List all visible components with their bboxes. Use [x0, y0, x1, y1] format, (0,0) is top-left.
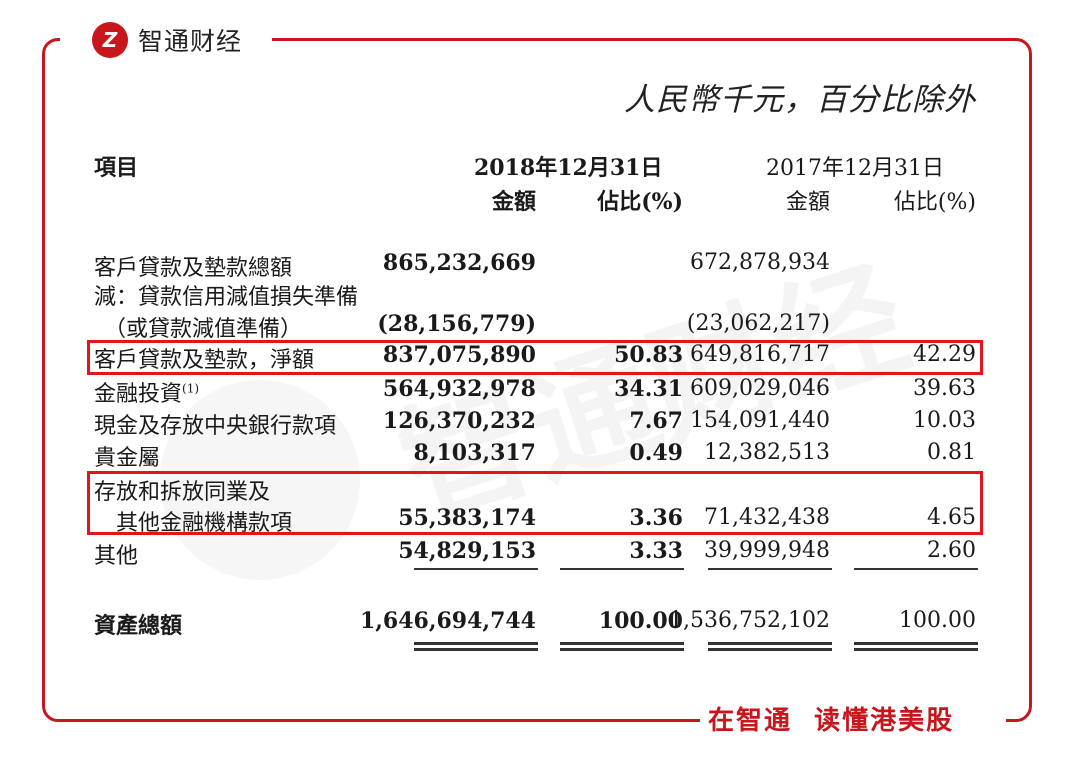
amount-2017: 154,091,440 [690, 408, 830, 433]
highlight-box-interbank [87, 471, 983, 535]
table-row: 貴金屬 8,103,317 0.49 12,382,513 0.81 [0, 440, 1080, 471]
double-underline [854, 642, 978, 645]
footnote-marker: (1) [182, 381, 200, 396]
row-label: 現金及存放中央銀行款項 [94, 414, 337, 439]
amount-2017: 609,029,046 [690, 376, 830, 401]
ratio-2018: 34.31 [614, 376, 683, 402]
header-amount-2018: 金額 [491, 189, 536, 215]
row-label: 存放和拆放同業及 [94, 480, 271, 505]
ratio-2017: 0.81 [927, 440, 976, 465]
table-row: （或貸款減值準備） (28,156,779) (23,062,217) [0, 311, 1080, 342]
double-underline [708, 642, 832, 645]
header-ratio-2018: 佔比(%) [597, 189, 683, 215]
table-row: 其他金融機構款項 55,383,174 3.36 71,432,438 4.65 [0, 505, 1080, 536]
brand-name: 智通财经 [138, 27, 243, 56]
table-row: 金融投資(1) 564,932,978 34.31 609,029,046 39… [0, 376, 1080, 408]
total-label: 資產總額 [94, 613, 183, 639]
double-underline [560, 648, 684, 651]
row-label: 減：貸款信用減值損失準備 [94, 285, 359, 310]
ratio-2018: 3.33 [629, 538, 683, 564]
table-row: 客戶貸款及墊款總額 865,232,669 672,878,934 [0, 250, 1080, 281]
underline [708, 568, 832, 570]
amount-2018: 564,932,978 [382, 376, 536, 402]
row-label: 金融投資(1) [94, 376, 199, 408]
double-underline [414, 648, 538, 651]
ratio-2018: 50.83 [614, 342, 683, 368]
total-ratio-2017: 100.00 [899, 608, 976, 633]
ratio-2017: 42.29 [913, 342, 976, 367]
amount-2017: 39,999,948 [704, 538, 830, 563]
amount-2018: 126,370,232 [382, 408, 536, 434]
content-frame [42, 38, 1032, 722]
header-ratio-2017: 佔比(%) [893, 190, 976, 215]
ratio-2017: 4.65 [927, 505, 976, 530]
row-label: 其他 [94, 544, 139, 569]
total-ratio-2018: 100.00 [598, 608, 683, 634]
row-label: 貴金屬 [94, 446, 161, 471]
amount-2017: 649,816,717 [690, 342, 830, 367]
unit-note: 人民幣千元，百分比除外 [624, 82, 976, 118]
slogan: 在智通 读懂港美股 [708, 706, 955, 736]
row-label: （或貸款減值準備） [104, 317, 303, 342]
table-row: 存放和拆放同業及 [0, 474, 1080, 505]
amount-2018: 55,383,174 [398, 505, 536, 531]
amount-2018: 54,829,153 [398, 538, 536, 564]
table-row: 客戶貸款及墊款，淨額 837,075,890 50.83 649,816,717… [0, 342, 1080, 373]
total-row: 資產總額 1,646,694,744 100.00 1,536,752,102 … [0, 608, 1080, 639]
underline [560, 568, 684, 570]
header-item: 項目 [94, 155, 139, 181]
amount-2018: 8,103,317 [413, 440, 536, 466]
ratio-2018: 3.36 [629, 505, 683, 531]
ratio-2017: 39.63 [913, 376, 976, 401]
double-underline [708, 648, 832, 651]
amount-2017: 12,382,513 [704, 440, 830, 465]
header-year-2018: 2018年12月31日 [474, 155, 663, 181]
amount-2018: 865,232,669 [382, 250, 536, 276]
total-amount-2018: 1,646,694,744 [359, 608, 536, 634]
slogan-mask [700, 700, 1006, 746]
ratio-2017: 10.03 [913, 408, 976, 433]
double-underline [560, 642, 684, 645]
ratio-2018: 0.49 [629, 440, 683, 466]
amount-2017: (23,062,217) [686, 311, 830, 336]
double-underline [414, 642, 538, 645]
header-amount-2017: 金額 [785, 190, 830, 215]
highlight-box-net-loans [87, 340, 983, 375]
row-label-text: 金融投資 [94, 382, 183, 407]
ratio-2017: 2.60 [927, 538, 976, 563]
table-row: 減：貸款信用減值損失準備 [0, 279, 1080, 310]
total-amount-2017: 1,536,752,102 [669, 608, 830, 633]
double-underline [854, 648, 978, 651]
underline [414, 568, 538, 570]
row-label: 客戶貸款及墊款總額 [94, 256, 293, 281]
amount-2018: (28,156,779) [377, 311, 536, 337]
amount-2017: 672,878,934 [690, 250, 830, 275]
underline [854, 568, 978, 570]
table-row: 現金及存放中央銀行款項 126,370,232 7.67 154,091,440… [0, 408, 1080, 439]
row-label: 客戶貸款及墊款，淨額 [94, 348, 315, 373]
amount-2017: 71,432,438 [704, 505, 830, 530]
table-row: 其他 54,829,153 3.33 39,999,948 2.60 [0, 538, 1080, 569]
brand-logo-icon: Z [92, 22, 128, 58]
ratio-2018: 7.67 [629, 408, 683, 434]
amount-2018: 837,075,890 [382, 342, 536, 368]
header-year-2017: 2017年12月31日 [766, 156, 944, 181]
row-label: 其他金融機構款項 [116, 511, 293, 536]
